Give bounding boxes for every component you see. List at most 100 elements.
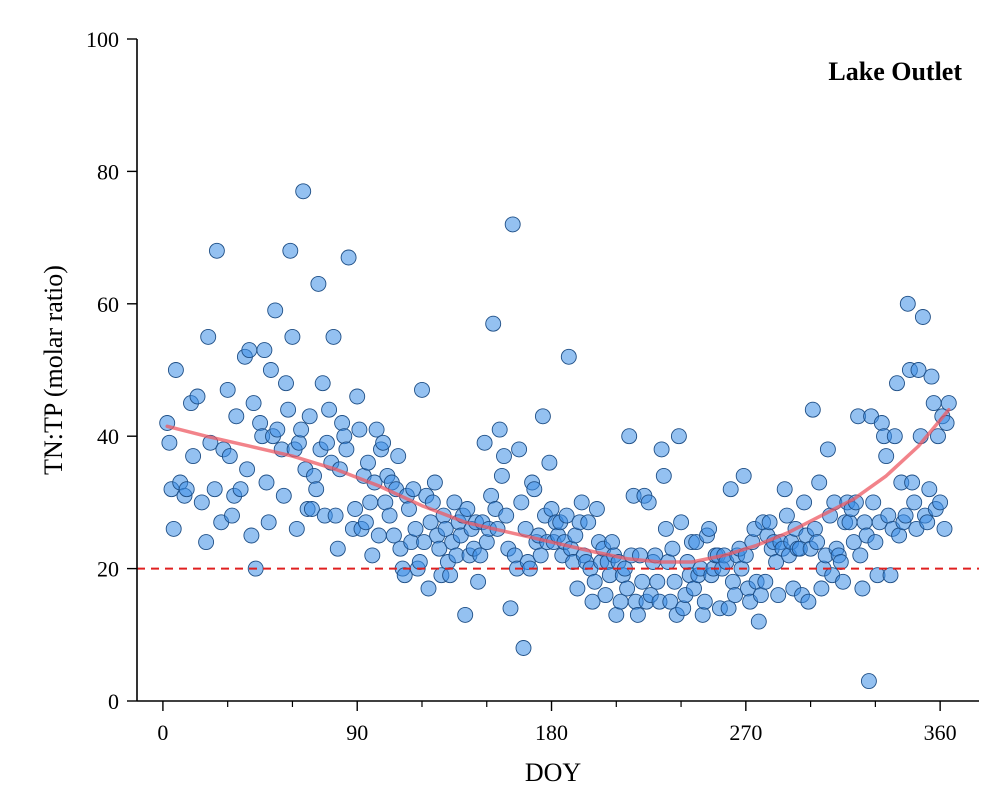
data-point bbox=[873, 415, 890, 431]
data-point bbox=[526, 481, 543, 498]
data-point bbox=[558, 507, 575, 524]
data-point bbox=[757, 573, 774, 590]
data-point bbox=[621, 428, 638, 445]
data-point bbox=[701, 520, 718, 537]
data-point bbox=[314, 375, 331, 392]
data-point bbox=[664, 540, 681, 557]
data-point bbox=[280, 401, 297, 418]
data-point bbox=[290, 434, 307, 451]
data-point bbox=[493, 467, 510, 484]
data-point bbox=[485, 315, 502, 332]
data-point bbox=[761, 514, 778, 531]
data-point bbox=[498, 507, 515, 524]
data-point bbox=[334, 415, 351, 431]
data-point bbox=[867, 534, 884, 551]
data-point bbox=[420, 580, 437, 597]
data-point bbox=[496, 448, 512, 465]
data-point bbox=[662, 593, 679, 610]
data-point bbox=[327, 507, 344, 524]
data-point bbox=[673, 514, 690, 531]
plot-area bbox=[159, 183, 957, 690]
data-point bbox=[809, 534, 826, 551]
x-tick-label-360: 360 bbox=[924, 720, 957, 745]
data-point bbox=[612, 593, 629, 610]
data-point bbox=[800, 593, 817, 610]
data-point bbox=[696, 593, 713, 610]
data-point bbox=[336, 428, 353, 445]
y-axis-ticks: 0 20 40 60 80 100 bbox=[86, 27, 137, 714]
data-point bbox=[776, 481, 793, 498]
data-point bbox=[167, 362, 184, 378]
data-point bbox=[573, 494, 590, 511]
data-point bbox=[193, 494, 210, 511]
data-point bbox=[860, 673, 877, 690]
data-point bbox=[491, 421, 508, 438]
data-point bbox=[910, 362, 927, 378]
data-point bbox=[532, 547, 549, 564]
data-point bbox=[906, 494, 923, 511]
data-point bbox=[295, 183, 312, 200]
data-point bbox=[198, 534, 215, 551]
data-point bbox=[267, 302, 284, 319]
data-point bbox=[653, 441, 670, 458]
x-tick-label-270: 270 bbox=[729, 720, 762, 745]
data-point bbox=[925, 395, 942, 412]
data-point bbox=[904, 474, 921, 491]
data-point bbox=[282, 242, 299, 259]
y-axis-title: TN:TP (molar ratio) bbox=[39, 265, 68, 475]
data-point bbox=[655, 467, 672, 484]
data-point bbox=[813, 580, 830, 597]
data-point bbox=[338, 441, 355, 458]
data-point bbox=[750, 613, 767, 630]
data-point bbox=[224, 507, 240, 524]
data-point bbox=[504, 216, 521, 233]
data-point bbox=[634, 573, 651, 590]
data-point bbox=[923, 368, 940, 385]
data-point bbox=[588, 501, 605, 517]
data-point bbox=[319, 434, 335, 451]
y-tick-label-60: 60 bbox=[97, 292, 119, 317]
data-point bbox=[835, 573, 851, 590]
data-point bbox=[245, 395, 262, 412]
data-point bbox=[878, 448, 895, 465]
data-point bbox=[351, 421, 368, 438]
data-point bbox=[832, 554, 849, 570]
data-point bbox=[534, 408, 551, 425]
data-point bbox=[580, 514, 597, 531]
data-point bbox=[329, 540, 346, 557]
data-point bbox=[437, 520, 454, 537]
data-point bbox=[727, 587, 743, 604]
y-tick-label-20: 20 bbox=[97, 557, 119, 582]
data-point bbox=[845, 534, 862, 551]
data-point bbox=[930, 428, 946, 445]
data-point bbox=[340, 249, 357, 266]
data-point bbox=[416, 534, 433, 551]
data-point bbox=[752, 587, 769, 604]
data-point bbox=[569, 580, 586, 597]
data-point bbox=[165, 520, 182, 537]
data-point bbox=[804, 401, 821, 418]
data-point bbox=[811, 474, 828, 491]
data-point bbox=[357, 514, 374, 531]
data-point bbox=[278, 375, 294, 392]
data-point bbox=[308, 481, 325, 498]
data-point bbox=[897, 507, 914, 524]
data-point bbox=[511, 441, 528, 458]
data-point bbox=[722, 481, 739, 498]
data-point bbox=[385, 527, 402, 544]
data-point bbox=[720, 600, 737, 617]
data-point bbox=[208, 242, 225, 259]
data-point bbox=[442, 567, 459, 584]
data-point bbox=[932, 494, 949, 511]
data-point bbox=[243, 527, 260, 544]
data-point bbox=[368, 421, 385, 438]
data-point bbox=[694, 606, 711, 623]
data-point bbox=[200, 328, 217, 345]
data-point bbox=[260, 514, 277, 531]
data-point bbox=[360, 454, 376, 471]
data-point bbox=[219, 381, 236, 398]
data-point bbox=[891, 527, 908, 544]
data-point bbox=[597, 587, 614, 604]
data-point bbox=[675, 600, 692, 617]
